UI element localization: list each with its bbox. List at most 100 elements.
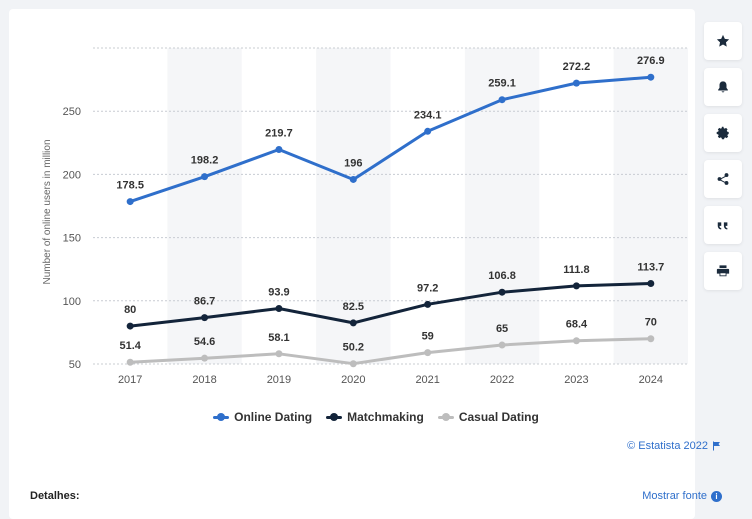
data-label: 272.2 bbox=[563, 61, 591, 73]
settings-button[interactable] bbox=[704, 114, 742, 152]
series-line bbox=[128, 282, 653, 328]
data-point[interactable] bbox=[572, 79, 580, 87]
data-point[interactable] bbox=[126, 322, 134, 330]
legend-swatch-matchmaking bbox=[326, 413, 343, 421]
x-tick-label: 2020 bbox=[341, 374, 365, 386]
data-label: 234.1 bbox=[414, 109, 442, 121]
data-point[interactable] bbox=[424, 349, 432, 357]
y-tick-label: 250 bbox=[63, 106, 81, 118]
data-point[interactable] bbox=[275, 145, 283, 153]
data-label: 50.2 bbox=[343, 342, 364, 354]
x-tick-label: 2023 bbox=[564, 374, 588, 386]
series-casual-dating: 51.4 54.6 58.1 50.2 59 65 68.4 70 bbox=[119, 317, 657, 368]
series-line bbox=[128, 337, 653, 366]
data-point[interactable] bbox=[498, 288, 506, 296]
data-point[interactable] bbox=[424, 127, 432, 135]
data-label: 80 bbox=[124, 304, 136, 316]
gear-icon bbox=[716, 126, 729, 140]
x-tick-label: 2018 bbox=[192, 374, 216, 386]
data-label: 219.7 bbox=[265, 127, 293, 139]
legend-swatch-casual-dating bbox=[437, 413, 454, 421]
data-label: 82.5 bbox=[343, 301, 364, 313]
data-point[interactable] bbox=[349, 175, 357, 183]
x-tick-label: 2019 bbox=[267, 374, 291, 386]
bell-icon bbox=[718, 81, 728, 93]
legend-label: Casual Dating bbox=[458, 410, 539, 424]
data-point[interactable] bbox=[201, 173, 209, 181]
show-source-link[interactable]: Mostrar fonte i bbox=[642, 490, 722, 502]
toolbar bbox=[704, 22, 744, 290]
copyright-link[interactable]: © Estatista 2022 bbox=[627, 440, 722, 452]
data-point[interactable] bbox=[349, 319, 357, 327]
data-label: 86.7 bbox=[194, 296, 215, 308]
data-point[interactable] bbox=[647, 279, 655, 287]
copyright-text: © Estatista 2022 bbox=[627, 440, 708, 452]
data-point[interactable] bbox=[126, 198, 134, 206]
legend-item-matchmaking[interactable]: Matchmaking bbox=[326, 410, 424, 424]
x-tick-label: 2024 bbox=[639, 374, 663, 386]
share-icon bbox=[717, 173, 729, 185]
y-tick-label: 200 bbox=[63, 169, 81, 181]
star-icon bbox=[716, 34, 730, 47]
y-axis-title: Number of online users in million bbox=[42, 139, 53, 284]
favorite-button[interactable] bbox=[704, 22, 742, 60]
data-point[interactable] bbox=[275, 350, 283, 358]
data-label: 51.4 bbox=[119, 340, 141, 352]
legend-label: Online Dating bbox=[234, 410, 313, 424]
data-label: 259.1 bbox=[488, 78, 516, 90]
flag-icon bbox=[713, 441, 720, 451]
print-button[interactable] bbox=[704, 252, 742, 290]
legend-item-online-dating[interactable]: Online Dating bbox=[213, 410, 312, 424]
data-point[interactable] bbox=[647, 73, 655, 81]
data-label: 106.8 bbox=[488, 270, 516, 282]
series-online-dating: 178.5 198.2 219.7 196 234.1 259.1 272.2 276.9 bbox=[116, 55, 665, 206]
data-point[interactable] bbox=[424, 300, 432, 308]
column-band bbox=[167, 48, 242, 364]
data-label: 70 bbox=[645, 317, 657, 329]
data-label: 276.9 bbox=[637, 55, 665, 67]
y-tick-label: 150 bbox=[63, 233, 81, 245]
x-tick-label: 2021 bbox=[415, 374, 439, 386]
legend-swatch-online-dating bbox=[213, 413, 230, 421]
info-icon: i bbox=[711, 490, 722, 502]
data-point[interactable] bbox=[126, 358, 134, 366]
share-button[interactable] bbox=[704, 160, 742, 198]
data-label: 93.9 bbox=[268, 287, 289, 299]
data-point[interactable] bbox=[498, 96, 506, 104]
data-label: 59 bbox=[422, 331, 434, 343]
data-label: 178.5 bbox=[116, 180, 144, 192]
data-point[interactable] bbox=[572, 282, 580, 290]
data-label: 68.4 bbox=[566, 319, 588, 331]
data-label: 111.8 bbox=[563, 264, 589, 276]
notification-button[interactable] bbox=[704, 68, 742, 106]
data-label: 196 bbox=[344, 157, 362, 169]
y-tick-label: 100 bbox=[63, 296, 81, 308]
legend-item-casual-dating[interactable]: Casual Dating bbox=[437, 410, 539, 424]
series-line bbox=[128, 75, 653, 204]
quote-icon bbox=[717, 222, 728, 230]
series-matchmaking: 80 86.7 93.9 82.5 97.2 106.8 111.8 113.7 bbox=[124, 261, 664, 330]
show-source-text: Mostrar fonte bbox=[642, 490, 707, 502]
print-icon bbox=[716, 265, 730, 277]
cite-button[interactable] bbox=[704, 206, 742, 244]
data-label: 58.1 bbox=[268, 332, 289, 344]
column-band bbox=[316, 48, 391, 364]
data-label: 65 bbox=[496, 323, 508, 335]
legend-label: Matchmaking bbox=[347, 410, 424, 424]
data-point[interactable] bbox=[647, 335, 655, 343]
data-point[interactable] bbox=[275, 305, 283, 313]
chart-legend: Online Dating Matchmaking Casual Dating bbox=[0, 410, 752, 424]
data-point[interactable] bbox=[572, 337, 580, 345]
details-label: Detalhes: bbox=[30, 490, 80, 502]
data-label: 97.2 bbox=[417, 282, 438, 294]
data-point[interactable] bbox=[201, 314, 209, 322]
data-point[interactable] bbox=[201, 354, 209, 362]
data-label: 54.6 bbox=[194, 336, 215, 348]
data-label: 198.2 bbox=[191, 155, 219, 167]
x-tick-label: 2017 bbox=[118, 374, 142, 386]
column-band bbox=[613, 48, 688, 364]
y-tick-label: 50 bbox=[69, 359, 81, 371]
data-point[interactable] bbox=[349, 360, 357, 368]
data-point[interactable] bbox=[498, 341, 506, 349]
